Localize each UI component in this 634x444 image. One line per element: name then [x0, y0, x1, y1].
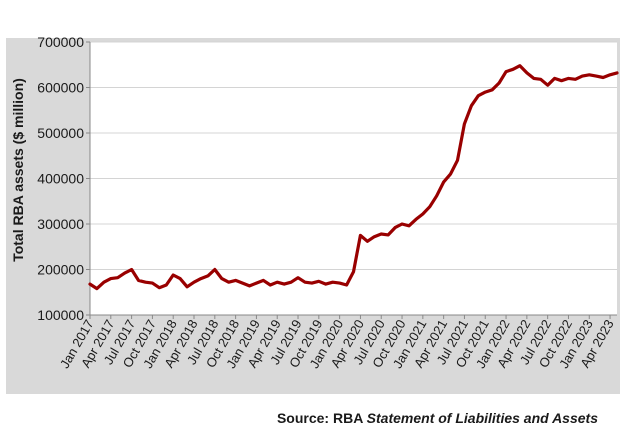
y-tick-label: 100000 [37, 307, 84, 323]
y-axis-ticks: 100000 200000 300000 400000 500000 600000 7000… [37, 34, 90, 323]
y-axis-title: Total RBA assets ($ million) [10, 78, 26, 262]
y-tick-label: 200000 [37, 262, 84, 278]
y-tick-label: 300000 [37, 216, 84, 232]
y-tick-label: 600000 [37, 80, 84, 96]
y-tick-label: 500000 [37, 125, 84, 141]
source-note: Source: RBA Statement of Liabilities and… [277, 410, 598, 426]
source-prefix: Source: RBA [276, 410, 367, 426]
source-publication: Statement of Liabilities and Assets [366, 410, 598, 426]
y-tick-label: 700000 [37, 34, 84, 50]
y-tick-label: 400000 [37, 171, 84, 187]
series-line-total-assets [88, 64, 619, 291]
